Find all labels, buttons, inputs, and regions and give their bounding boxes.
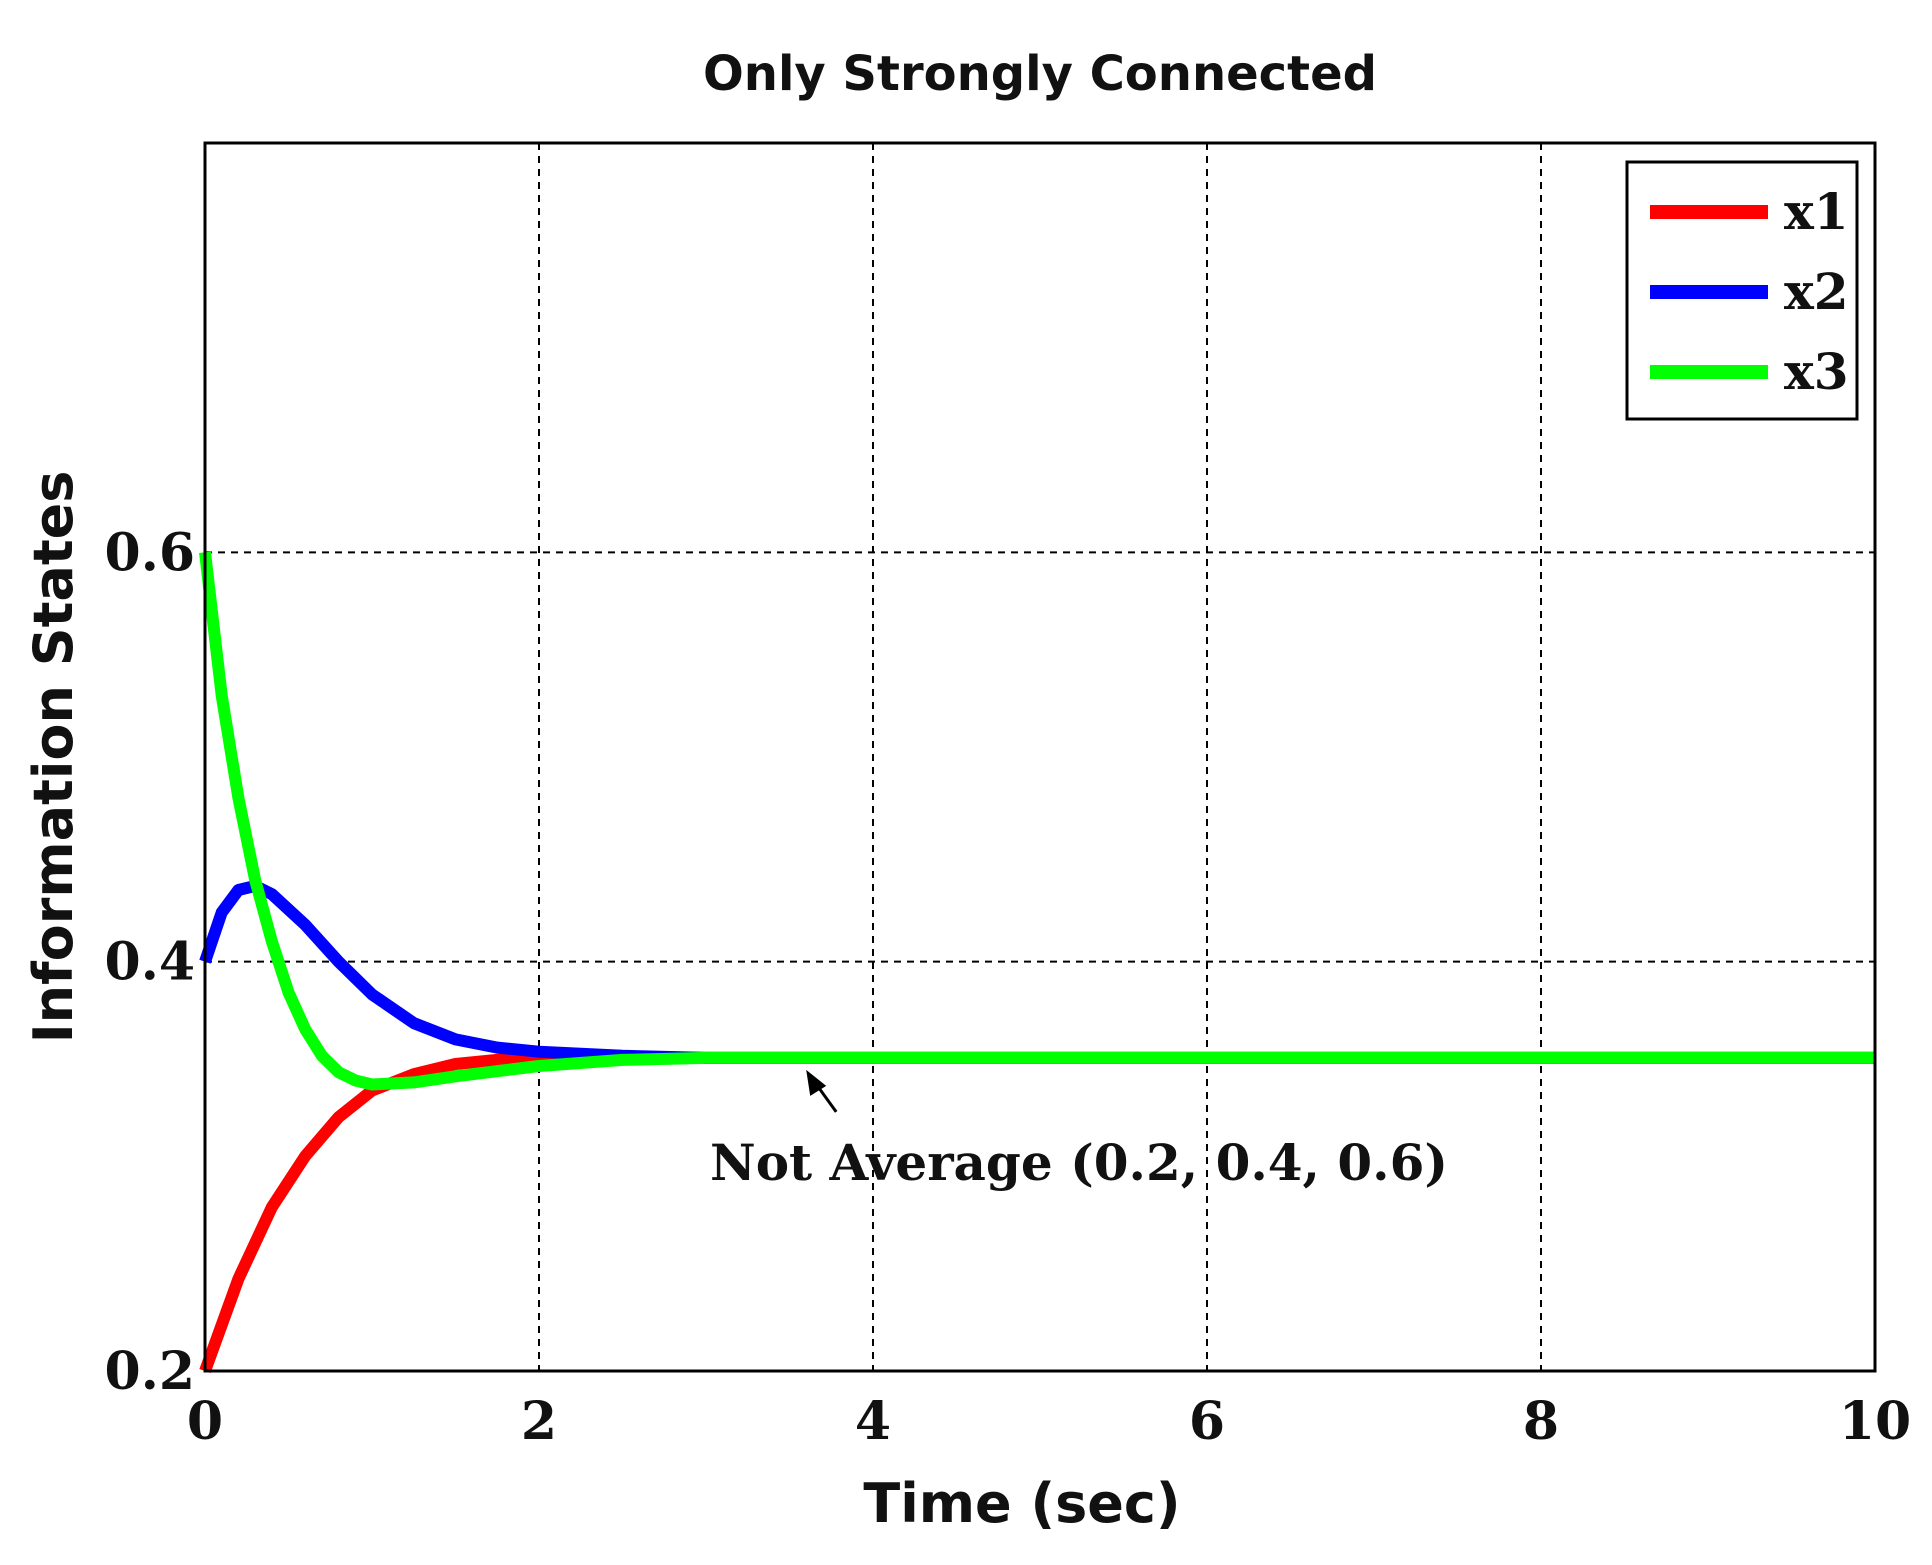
legend: x1 x2 x3: [1625, 160, 1859, 421]
y-tick-label: 0.2: [105, 1341, 195, 1402]
annotation-arrow-head: [806, 1069, 827, 1096]
series-layer: [199, 551, 1875, 1374]
legend-label-x2: x2: [1784, 262, 1849, 321]
x-tick-label: 10: [1839, 1391, 1911, 1452]
plot-frame: [203, 141, 1877, 1373]
x-tick-label: 6: [1189, 1391, 1225, 1452]
annotation-text: Not Average (0.2, 0.4, 0.6): [710, 1133, 1448, 1192]
annotation: Not Average (0.2, 0.4, 0.6): [710, 1069, 1448, 1192]
legend-label-x3: x3: [1784, 342, 1849, 401]
chart-title: Only Strongly Connected: [703, 46, 1377, 102]
x-tick-label: 0: [187, 1391, 223, 1452]
y-axis-label: Information States: [22, 471, 85, 1044]
series-line-x3: [199, 551, 1875, 1091]
legend-label-x1: x1: [1784, 182, 1849, 241]
y-tick-label: 0.6: [105, 522, 195, 583]
plot-area: [199, 141, 1877, 1374]
y-tick-labels: 0.2 0.4 0.6: [105, 522, 195, 1402]
x-tick-label: 8: [1523, 1391, 1559, 1452]
x-axis-label: Time (sec): [863, 1472, 1180, 1535]
y-tick-label: 0.4: [105, 932, 195, 993]
plot-background: [205, 143, 1875, 1371]
x-tick-label: 2: [521, 1391, 557, 1452]
x-tick-labels: 0 2 4 6 8 10: [187, 1391, 1911, 1452]
grid-lines: [205, 143, 1875, 1371]
x-tick-label: 4: [855, 1391, 891, 1452]
